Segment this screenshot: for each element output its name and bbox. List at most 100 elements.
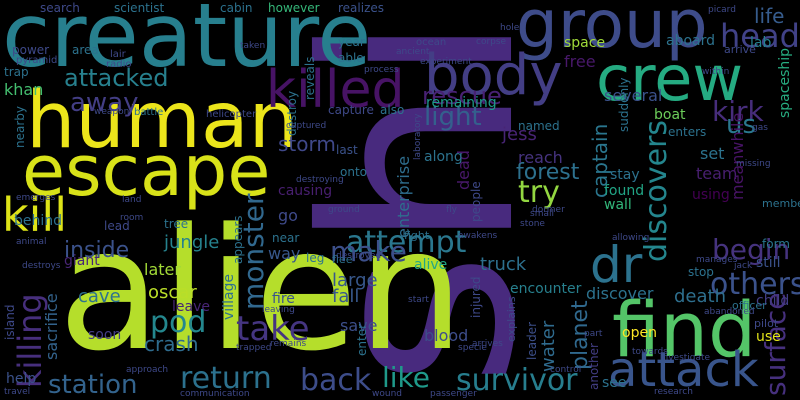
word-try: try — [518, 175, 560, 210]
word-take: take — [236, 309, 310, 349]
word-land: land — [122, 195, 142, 205]
word-trapped: trapped — [236, 343, 272, 353]
word-appears: appears — [231, 215, 245, 264]
word-within: within — [702, 67, 730, 77]
word-specie: specie — [458, 343, 487, 353]
word-near: near — [272, 231, 300, 245]
word-power: power — [12, 43, 50, 57]
word-escape: escape — [22, 130, 271, 212]
word-team: team — [696, 164, 738, 183]
word-laboratory: laboratory — [413, 113, 423, 160]
word-like: like — [382, 361, 431, 394]
word-save: save — [340, 316, 378, 335]
word-search: search — [40, 1, 80, 15]
word-last: last — [336, 143, 358, 157]
word-communication: communication — [180, 389, 250, 399]
word-reach: reach — [518, 148, 563, 167]
word-awakens: awakens — [458, 231, 498, 241]
word-process: process — [364, 65, 399, 75]
word-ground: ground — [328, 205, 360, 215]
word-blood: blood — [424, 326, 469, 345]
word-leaving: leaving — [262, 305, 295, 315]
word-enter: enter — [355, 323, 369, 356]
word-stay: stay — [610, 167, 640, 183]
word-hole: hole — [500, 23, 520, 33]
word-spaceship: spaceship — [777, 47, 793, 118]
word-use: use — [756, 329, 781, 345]
word-behind: behind — [14, 213, 63, 229]
word-death: death — [674, 286, 726, 307]
word-creature: creature — [2, 0, 372, 87]
word-experiment: experiment — [420, 57, 472, 67]
word-several: several — [604, 86, 663, 105]
word-along: along — [424, 149, 463, 165]
word-remaining: remaining — [426, 95, 497, 111]
word-approach: approach — [126, 365, 169, 375]
word-free: free — [564, 52, 596, 71]
word-lab: lab — [750, 35, 772, 51]
word-alien: alien — [58, 192, 465, 388]
word-abandoned: abandoned — [704, 307, 755, 317]
word-towards: towards — [632, 347, 668, 357]
word-control: control — [550, 365, 582, 375]
word-realizes: realizes — [338, 1, 385, 15]
word-travel: travel — [4, 387, 31, 397]
word-sacrifice: sacrifice — [42, 293, 61, 360]
word-fly: fly — [446, 205, 457, 215]
word-others: others — [710, 267, 800, 302]
word-village: village — [221, 273, 237, 320]
word-destroying: destroying — [296, 175, 344, 185]
word-weapon: weapon — [94, 107, 130, 117]
word-reveals: reveals — [303, 56, 317, 100]
word-life: life — [754, 4, 785, 28]
word-onto: onto — [340, 165, 367, 179]
word-island: island — [3, 304, 17, 341]
word-leader: leader — [525, 321, 539, 360]
word-dr: dr — [590, 236, 643, 294]
word-kirk: kirk — [712, 95, 764, 128]
word-attempt: attempt — [346, 225, 467, 260]
word-meanwhile: meanwhile — [728, 112, 747, 200]
word-survivor: survivor — [456, 363, 578, 398]
word-lair: lair — [110, 49, 126, 60]
word-jungle: jungle — [164, 232, 220, 253]
word-discover: discover — [586, 284, 654, 303]
word-away: away — [70, 88, 139, 118]
word-passenger: passenger — [430, 389, 477, 399]
word-inside: inside — [64, 238, 130, 263]
word-truck: truck — [480, 254, 527, 275]
word-body: body — [424, 43, 563, 108]
word-taken: taken — [240, 41, 266, 51]
word-allowing: allowing — [612, 233, 650, 243]
word-investigate: investigate — [660, 353, 711, 363]
word-animal: animal — [16, 237, 47, 247]
word-scientist: scientist — [114, 1, 165, 15]
word-emerges: emerges — [16, 193, 56, 203]
word-stone: stone — [520, 219, 545, 229]
word-year: year — [338, 35, 365, 49]
word-leave: leave — [172, 299, 210, 315]
word-human: human — [26, 76, 299, 166]
word-make: make — [330, 235, 407, 268]
word-jess: jess — [502, 124, 537, 145]
word-people: people — [469, 181, 483, 222]
word-group: group — [516, 0, 708, 63]
word-station: station — [48, 370, 138, 400]
word-named: named — [518, 119, 560, 133]
word-remains: remains — [270, 339, 307, 349]
word-gas: gas — [752, 123, 768, 133]
word-trap: trap — [4, 65, 29, 79]
word-able: able — [338, 51, 364, 65]
word-open: open — [622, 325, 657, 341]
word-way: way — [268, 244, 301, 263]
word-attack: attack — [608, 342, 759, 398]
word-us: us — [726, 110, 757, 140]
word-using: using — [692, 187, 730, 203]
word-helicopter: helicopter — [206, 109, 257, 120]
word-stop: stop — [688, 265, 714, 279]
word-still: still — [756, 255, 781, 271]
word-fire: fire — [272, 291, 295, 307]
word-part: part — [584, 329, 603, 339]
word-head: head — [720, 17, 800, 55]
word-small: small — [530, 209, 554, 219]
